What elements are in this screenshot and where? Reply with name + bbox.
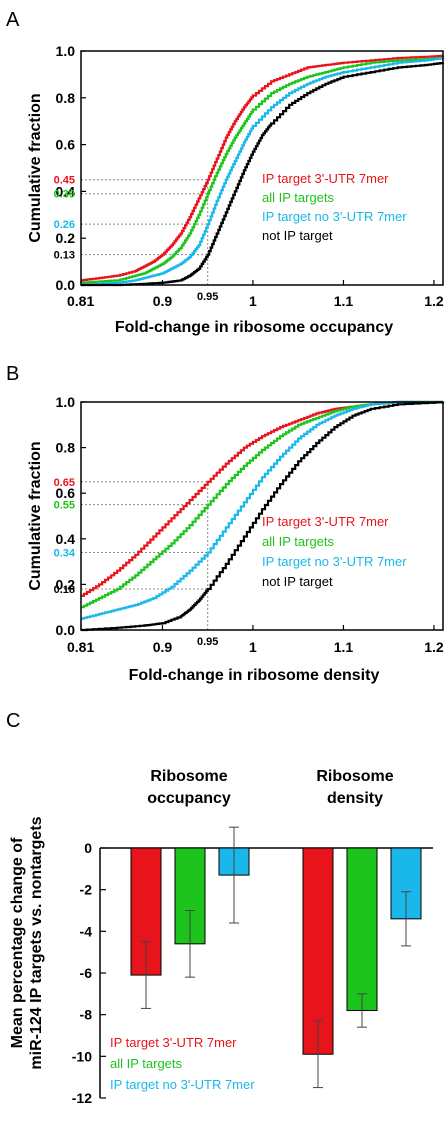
series-line xyxy=(81,401,445,632)
x-tick-label: 1 xyxy=(249,293,257,309)
bar xyxy=(302,847,334,1055)
group-label: Ribosome xyxy=(150,768,227,785)
y-tick-label: 0.8 xyxy=(56,90,76,106)
x-tick-label: 1.2 xyxy=(424,293,444,309)
y-tick-label: 0.8 xyxy=(56,440,76,456)
y-axis-title: miR-124 IP targets vs. nontargets xyxy=(28,816,45,1069)
y-axis-title: Cumulative fraction xyxy=(27,441,44,590)
y-tick-label: 0.6 xyxy=(56,137,76,153)
y-tick-label: -10 xyxy=(72,1048,92,1064)
y-tick-label: 0.2 xyxy=(56,576,76,592)
vline-label: 0.95 xyxy=(197,636,218,648)
x-axis-title: Fold-change in ribosome occupancy xyxy=(115,319,393,336)
x-tick-label: 1.2 xyxy=(424,639,444,655)
legend-entry: IP target no 3'-UTR 7mer xyxy=(262,209,407,224)
panel-letter: C xyxy=(6,710,20,732)
legend-entry: all IP targets xyxy=(262,190,335,205)
legend-entry: not IP target xyxy=(262,228,333,243)
y-tick-label: 0 xyxy=(84,840,92,856)
series-line xyxy=(81,400,443,609)
legend-entry: all IP targets xyxy=(262,534,335,549)
panel-c: C 0 -2 -4 -6 -8 -10 -12 Ribosome occupancy Ribosom… xyxy=(6,710,433,1106)
group-label: Ribosome xyxy=(316,768,393,785)
hmark-label: 0.34 xyxy=(54,547,76,559)
y-tick-label: 0.0 xyxy=(56,277,76,293)
panel-b: B 0.0 0.2 0.4 0.6 0.8 1.0 0.81 0.9 1 1.1 1.2 0.95 0.6… xyxy=(6,363,445,684)
y-tick-label: -12 xyxy=(72,1090,92,1106)
bar xyxy=(346,847,378,1011)
y-tick-label: 0.4 xyxy=(56,183,76,199)
plot-frame xyxy=(80,401,444,631)
x-axis-title: Fold-change in ribosome density xyxy=(129,667,380,684)
vline-label: 0.95 xyxy=(197,291,218,303)
y-tick-label: 0.0 xyxy=(56,622,76,638)
panel-a: A 0.0 0.2 0.4 0.6 0.8 1.0 0.81 0.9 1 1.1 1.2 0.95 0.4… xyxy=(6,9,445,336)
hmark-label: 0.26 xyxy=(54,219,75,231)
series-line xyxy=(81,400,443,620)
y-tick-label: -2 xyxy=(80,882,93,898)
group-label: density xyxy=(327,790,383,807)
legend-entry: IP target no 3'-UTR 7mer xyxy=(110,1077,255,1092)
y-axis-title: Mean percentage change of xyxy=(9,837,26,1048)
y-tick-label: -8 xyxy=(80,1007,93,1023)
x-tick-label: 0.81 xyxy=(67,639,94,655)
hmark-label: 0.39 xyxy=(54,189,75,201)
x-tick-label: 1 xyxy=(249,639,257,655)
series-line xyxy=(81,57,445,284)
plot-frame xyxy=(80,50,444,286)
series-line xyxy=(81,54,445,282)
x-tick-label: 1.1 xyxy=(334,639,354,655)
legend-entry: IP target 3'-UTR 7mer xyxy=(262,514,389,529)
y-tick-label: 1.0 xyxy=(56,43,76,59)
x-tick-label: 0.81 xyxy=(67,293,94,309)
legend-entry: not IP target xyxy=(262,574,333,589)
y-tick-label: 0.2 xyxy=(56,230,76,246)
hmark-label: 0.65 xyxy=(54,477,75,489)
y-tick-label: 0.4 xyxy=(56,531,76,547)
hmark-label: 0.13 xyxy=(54,250,75,262)
panel-letter: B xyxy=(6,363,19,385)
panel-letter: A xyxy=(6,9,20,31)
legend-entry: IP target 3'-UTR 7mer xyxy=(110,1035,237,1050)
x-tick-label: 1.1 xyxy=(334,293,354,309)
series-line xyxy=(81,62,445,287)
hmark-label: 0.55 xyxy=(54,500,75,512)
hmark-label: 0.45 xyxy=(54,175,75,187)
y-tick-label: -6 xyxy=(80,965,93,981)
legend-entry: IP target no 3'-UTR 7mer xyxy=(262,554,407,569)
x-tick-label: 0.9 xyxy=(153,293,173,309)
group-label: occupancy xyxy=(147,790,231,807)
series-line xyxy=(81,57,445,287)
y-tick-label: -4 xyxy=(80,923,93,939)
x-tick-label: 0.9 xyxy=(153,639,173,655)
y-tick-label: 1.0 xyxy=(56,394,76,410)
hmark-label: 0.18 xyxy=(54,584,75,596)
y-axis-title: Cumulative fraction xyxy=(27,93,44,242)
legend-entry: IP target 3'-UTR 7mer xyxy=(262,171,389,186)
legend-entry: all IP targets xyxy=(110,1056,183,1071)
y-tick-label: 0.6 xyxy=(56,485,76,501)
